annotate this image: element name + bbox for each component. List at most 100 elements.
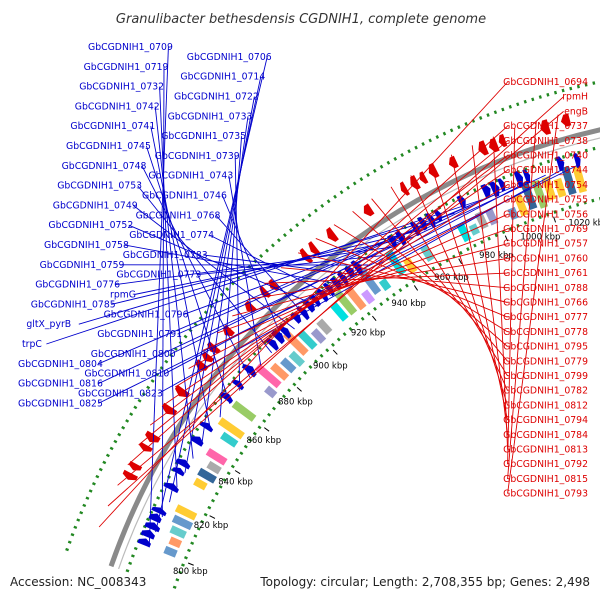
reverse-leader-line [492,136,509,450]
forward-gene-arrow [573,153,581,168]
reverse-leader-line [107,96,564,507]
gc-bar [168,536,183,549]
forward-gene-arrow [522,169,531,184]
reverse-gene-label: GbCGDNIH1_0794 [503,415,588,426]
reverse-gene-arrow [363,203,375,217]
reverse-gene-label: GbCGDNIH1_0792 [503,459,588,470]
ring-outer [65,80,600,552]
forward-gene-arrow [394,230,407,246]
gc-bar [219,431,239,448]
accession-text: Accession: NC_008343 [10,575,146,589]
forward-gene-label: GbCGDNIH1_0748 [62,161,147,172]
forward-gene-label: GbCGDNIH1_0749 [53,200,138,211]
forward-leader-line [201,116,249,445]
forward-gene-label: GbCGDNIH1_0746 [142,191,227,202]
reverse-gene-label: GbCGDNIH1_0757 [503,239,588,250]
reverse-gene-label: GbCGDNIH1_0760 [503,253,588,264]
gc-bar [174,504,198,521]
forward-leader-line [184,96,255,473]
forward-gene-label: GbCGDNIH1_0709 [88,42,173,53]
reverse-gene-label: GbCGDNIH1_0813 [503,445,588,456]
forward-leader-line [111,228,426,305]
forward-gene-arrow [137,538,151,548]
gc-bar [531,179,549,209]
reverse-gene-label: GbCGDNIH1_0766 [503,298,588,309]
forward-gene-arrow [265,337,279,351]
tick-mark [504,235,509,242]
label-leader-lines [46,46,578,548]
tick-label: 840 kbp [218,478,253,488]
reverse-gene-arrow [139,442,153,452]
reverse-gene-label: rpmH [562,92,588,103]
forward-gene-label: GbCGDNIH1_0810 [84,369,169,380]
forward-leader-line [141,165,251,378]
forward-gene-label: rpmG [110,290,136,301]
forward-gene-label: GbCGDNIH1_0825 [18,398,103,409]
forward-gene-label: GbCGDNIH1_0706 [187,52,272,63]
forward-gene-label: GbCGDNIH1_0733 [168,111,253,122]
forward-gene-label: GbCGDNIH1_0785 [31,299,116,310]
reverse-gene-label: GbCGDNIH1_0782 [503,386,588,397]
forward-leader-line [98,174,546,385]
forward-leader-line [196,255,384,276]
tick-label: 800 kbp [173,567,208,577]
gc-bar [163,545,178,558]
gc-bar [361,289,376,305]
gc-bar [171,514,194,531]
tick-label: 860 kbp [246,436,281,446]
tick-label: 820 kbp [194,521,229,531]
tick-mark [209,515,216,519]
tick-mark [296,386,302,392]
forward-gene-arrow [190,436,204,447]
reverse-leader-line [188,199,508,369]
forward-gene-label: trpC [22,339,42,350]
tick-label: 940 kbp [391,299,426,309]
tick-mark [263,427,270,432]
gc-bar [541,176,557,201]
reverse-leader-line [450,154,509,421]
gc-content-bars [163,165,587,558]
forward-gene-arrow [199,421,214,433]
forward-gene-label: GbCGDNIH1_0759 [40,260,125,271]
reverse-gene-arrow [489,137,500,153]
forward-leader-line [148,46,169,548]
gc-bar [561,165,577,196]
gene-labels: GbCGDNIH1_0709 GbCGDNIH1_0706 GbCGDNIH1_07… [18,42,588,500]
reverse-gene-label: GbCGDNIH1_0778 [503,327,588,338]
gc-bar [206,460,222,475]
reverse-gene-label: GbCGDNIH1_0740 [503,151,588,162]
reverse-leader-line [98,81,508,528]
summary-text: Topology: circular; Length: 2,708,355 bp… [259,575,590,589]
forward-gene-label: GbCGDNIH1_0722 [174,92,259,103]
reverse-gene-arrow [498,133,508,148]
gc-bar [288,350,305,367]
forward-leader-line [154,106,194,459]
forward-leader-line [177,205,470,335]
forward-gene-label: GbCGDNIH1_0758 [44,240,129,251]
tick-mark [553,216,557,223]
reverse-gene-label: GbCGDNIH1_0737 [503,121,588,132]
gc-bar [205,447,228,466]
gc-bar [333,289,358,316]
reverse-gene-arrow [299,248,314,264]
tick-mark [413,285,419,291]
forward-gene-label: GbCGDNIH1_0776 [35,280,120,291]
scale-ticks: 800 kbp 820 kbp 840 kbp 860 kbp 880 kbp 900 k… [173,216,600,577]
forward-gene-label: GbCGDNIH1_0796 [104,309,189,320]
reverse-gene-label: GbCGDNIH1_0744 [503,165,588,176]
gc-bar [553,177,567,198]
gc-bar [520,180,538,210]
gc-bar [297,329,318,350]
reverse-gene-arrow [449,155,459,169]
tick-label: 920 kbp [351,328,386,338]
tick-label: 980 kbp [479,251,514,261]
forward-gene-label: GbCGDNIH1_0800 [91,349,176,360]
reverse-leader-line [117,111,564,486]
reverse-leader-line [264,272,508,284]
forward-leader-line [46,198,485,345]
forward-gene-label: GbCGDNIH1_0719 [84,62,169,73]
reverse-gene-label: GbCGDNIH1_0755 [503,195,588,206]
gc-bar [419,244,435,262]
reverse-gene-label: GbCGDNIH1_0754 [503,180,588,191]
gc-bar [378,277,392,292]
